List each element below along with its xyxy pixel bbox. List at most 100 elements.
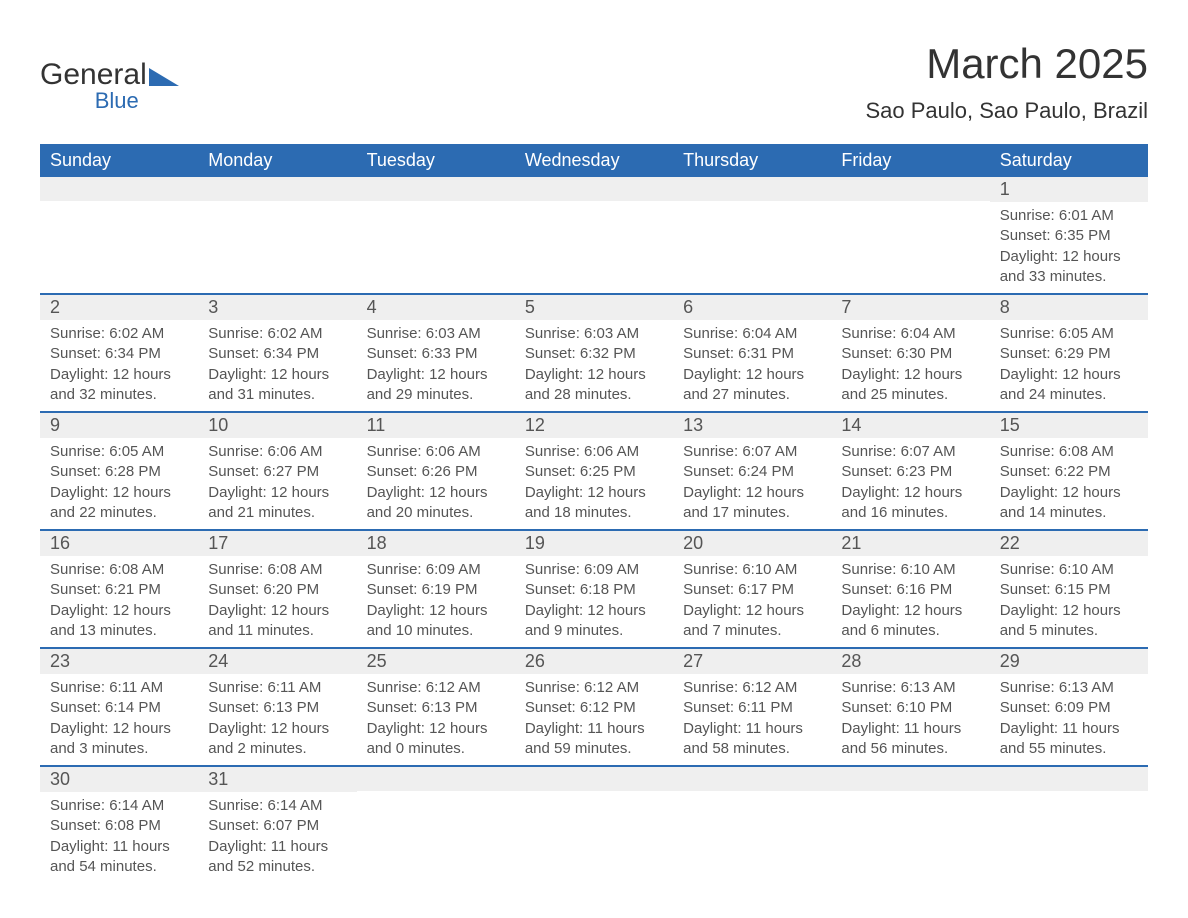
calendar-body: 1Sunrise: 6:01 AMSunset: 6:35 PMDaylight…: [40, 177, 1148, 883]
day-cell: [515, 177, 673, 294]
day-cell: 20Sunrise: 6:10 AMSunset: 6:17 PMDayligh…: [673, 530, 831, 648]
day-number: 11: [357, 413, 515, 438]
day-number: 17: [198, 531, 356, 556]
day-sunset: Sunset: 6:24 PM: [683, 462, 821, 482]
day-sunrise: Sunrise: 6:08 AM: [208, 560, 346, 580]
day-daylight1: Daylight: 11 hours: [50, 837, 188, 857]
day-number: [515, 177, 673, 201]
day-daylight1: Daylight: 12 hours: [50, 601, 188, 621]
day-sunrise: Sunrise: 6:09 AM: [367, 560, 505, 580]
day-sunset: Sunset: 6:21 PM: [50, 580, 188, 600]
day-sunrise: Sunrise: 6:04 AM: [683, 324, 821, 344]
day-sunset: Sunset: 6:13 PM: [208, 698, 346, 718]
day-sunrise: Sunrise: 6:03 AM: [367, 324, 505, 344]
day-sunrise: Sunrise: 6:14 AM: [208, 796, 346, 816]
day-daylight2: and 13 minutes.: [50, 621, 188, 641]
day-cell: 5Sunrise: 6:03 AMSunset: 6:32 PMDaylight…: [515, 294, 673, 412]
day-sunset: Sunset: 6:29 PM: [1000, 344, 1138, 364]
day-cell: [990, 766, 1148, 883]
day-header: Monday: [198, 144, 356, 177]
day-cell: 25Sunrise: 6:12 AMSunset: 6:13 PMDayligh…: [357, 648, 515, 766]
day-sunset: Sunset: 6:32 PM: [525, 344, 663, 364]
day-content: Sunrise: 6:08 AMSunset: 6:21 PMDaylight:…: [40, 556, 198, 647]
day-daylight1: Daylight: 12 hours: [208, 483, 346, 503]
title-section: March 2025 Sao Paulo, Sao Paulo, Brazil: [865, 40, 1148, 124]
day-number: 31: [198, 767, 356, 792]
day-daylight2: and 56 minutes.: [841, 739, 979, 759]
day-cell: 24Sunrise: 6:11 AMSunset: 6:13 PMDayligh…: [198, 648, 356, 766]
day-daylight1: Daylight: 12 hours: [50, 719, 188, 739]
day-sunset: Sunset: 6:14 PM: [50, 698, 188, 718]
day-daylight1: Daylight: 12 hours: [525, 365, 663, 385]
day-daylight2: and 22 minutes.: [50, 503, 188, 523]
day-content: Sunrise: 6:02 AMSunset: 6:34 PMDaylight:…: [40, 320, 198, 411]
day-number: 26: [515, 649, 673, 674]
day-daylight2: and 10 minutes.: [367, 621, 505, 641]
day-sunset: Sunset: 6:31 PM: [683, 344, 821, 364]
day-number: [40, 177, 198, 201]
day-daylight1: Daylight: 12 hours: [683, 601, 821, 621]
day-number: [198, 177, 356, 201]
header: General Blue March 2025 Sao Paulo, Sao P…: [40, 40, 1148, 124]
calendar-week: 1Sunrise: 6:01 AMSunset: 6:35 PMDaylight…: [40, 177, 1148, 294]
day-cell: 18Sunrise: 6:09 AMSunset: 6:19 PMDayligh…: [357, 530, 515, 648]
day-content-empty: [673, 791, 831, 821]
day-daylight2: and 52 minutes.: [208, 857, 346, 877]
day-number: 10: [198, 413, 356, 438]
day-sunrise: Sunrise: 6:07 AM: [683, 442, 821, 462]
day-number: [990, 767, 1148, 791]
day-daylight1: Daylight: 12 hours: [841, 601, 979, 621]
day-content: Sunrise: 6:03 AMSunset: 6:32 PMDaylight:…: [515, 320, 673, 411]
day-sunset: Sunset: 6:34 PM: [208, 344, 346, 364]
day-number: 5: [515, 295, 673, 320]
day-number: 19: [515, 531, 673, 556]
day-number: 20: [673, 531, 831, 556]
day-daylight2: and 9 minutes.: [525, 621, 663, 641]
day-cell: 10Sunrise: 6:06 AMSunset: 6:27 PMDayligh…: [198, 412, 356, 530]
day-content: Sunrise: 6:12 AMSunset: 6:11 PMDaylight:…: [673, 674, 831, 765]
day-sunrise: Sunrise: 6:03 AM: [525, 324, 663, 344]
day-sunset: Sunset: 6:23 PM: [841, 462, 979, 482]
day-sunset: Sunset: 6:08 PM: [50, 816, 188, 836]
day-daylight1: Daylight: 12 hours: [525, 601, 663, 621]
day-cell: 1Sunrise: 6:01 AMSunset: 6:35 PMDaylight…: [990, 177, 1148, 294]
logo-general-text: General: [40, 60, 147, 90]
day-content-empty: [990, 791, 1148, 821]
day-daylight2: and 24 minutes.: [1000, 385, 1138, 405]
day-sunrise: Sunrise: 6:07 AM: [841, 442, 979, 462]
day-content-empty: [831, 201, 989, 231]
day-daylight1: Daylight: 11 hours: [841, 719, 979, 739]
day-sunrise: Sunrise: 6:13 AM: [841, 678, 979, 698]
day-daylight1: Daylight: 12 hours: [1000, 601, 1138, 621]
day-sunrise: Sunrise: 6:11 AM: [50, 678, 188, 698]
day-daylight2: and 17 minutes.: [683, 503, 821, 523]
day-daylight1: Daylight: 12 hours: [1000, 247, 1138, 267]
day-daylight2: and 5 minutes.: [1000, 621, 1138, 641]
day-cell: [515, 766, 673, 883]
day-sunrise: Sunrise: 6:12 AM: [525, 678, 663, 698]
day-daylight2: and 16 minutes.: [841, 503, 979, 523]
day-daylight1: Daylight: 12 hours: [841, 365, 979, 385]
logo-blue-text: Blue: [95, 90, 139, 112]
day-daylight1: Daylight: 12 hours: [367, 365, 505, 385]
day-daylight1: Daylight: 12 hours: [50, 483, 188, 503]
day-number: 4: [357, 295, 515, 320]
day-sunset: Sunset: 6:18 PM: [525, 580, 663, 600]
day-sunset: Sunset: 6:11 PM: [683, 698, 821, 718]
day-content: Sunrise: 6:10 AMSunset: 6:15 PMDaylight:…: [990, 556, 1148, 647]
day-daylight1: Daylight: 12 hours: [683, 365, 821, 385]
logo: General Blue: [40, 60, 179, 112]
day-content-empty: [357, 791, 515, 821]
day-cell: 16Sunrise: 6:08 AMSunset: 6:21 PMDayligh…: [40, 530, 198, 648]
day-daylight1: Daylight: 11 hours: [1000, 719, 1138, 739]
day-cell: 3Sunrise: 6:02 AMSunset: 6:34 PMDaylight…: [198, 294, 356, 412]
calendar-week: 2Sunrise: 6:02 AMSunset: 6:34 PMDaylight…: [40, 294, 1148, 412]
day-content: Sunrise: 6:06 AMSunset: 6:25 PMDaylight:…: [515, 438, 673, 529]
day-daylight2: and 25 minutes.: [841, 385, 979, 405]
logo-triangle-icon: [149, 68, 179, 86]
day-number: 9: [40, 413, 198, 438]
day-sunset: Sunset: 6:33 PM: [367, 344, 505, 364]
day-daylight1: Daylight: 11 hours: [683, 719, 821, 739]
day-sunrise: Sunrise: 6:12 AM: [683, 678, 821, 698]
day-content-empty: [515, 791, 673, 821]
